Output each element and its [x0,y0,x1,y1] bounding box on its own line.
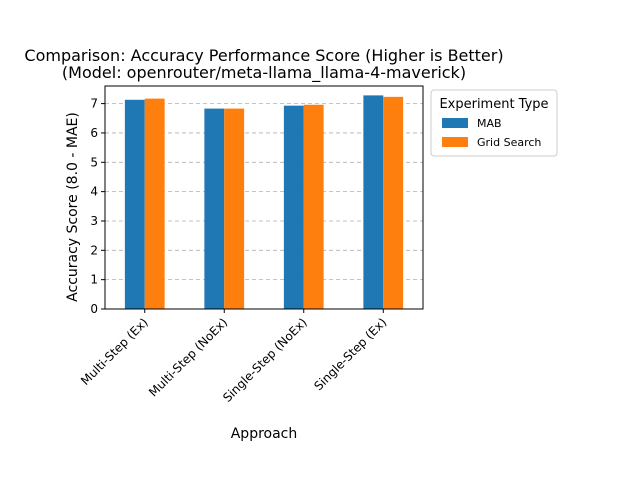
y-tick-label: 1 [90,273,98,287]
bar-grid-search [224,108,245,310]
y-tick-label: 2 [90,243,98,257]
legend: Experiment Type MAB Grid Search [430,89,558,157]
plot-frame [104,85,424,310]
bar-grid-search [144,98,165,310]
legend-label: MAB [477,117,502,130]
bar-grid-search [303,104,324,309]
bar-grid-search [383,96,404,309]
x-tick-label: Single-Step (NoEx) [220,315,310,405]
x-tick-label: Multi-Step (NoEx) [146,315,230,399]
x-axis-label: Approach [231,426,298,442]
bar-mab [204,108,225,310]
y-tick-label: 3 [90,214,98,228]
y-axis-ticks: 0 1 2 3 4 5 6 7 [90,97,105,316]
chart-subtitle: (Model: openrouter/meta-llama_llama-4-ma… [62,63,466,83]
y-axis-label: Accuracy Score (8.0 - MAE) [65,112,81,302]
bar-mab [283,105,304,309]
x-tick-label: Multi-Step (Ex) [78,315,151,388]
y-tick-label: 4 [90,185,98,199]
legend-title: Experiment Type [439,97,548,112]
chart-title: Comparison: Accuracy Performance Score (… [24,46,503,65]
y-tick-label: 5 [90,155,98,169]
y-tick-label: 6 [90,126,98,140]
bar-mab [363,95,384,310]
legend-swatch-mab [442,118,468,128]
y-tick-label: 7 [90,97,98,111]
bars-group [124,95,404,310]
legend-swatch-grid-search [442,137,468,147]
x-axis-ticks: Multi-Step (Ex)Multi-Step (NoEx)Single-S… [78,309,389,405]
legend-label: Grid Search [477,136,541,149]
x-tick-label: Single-Step (Ex) [311,315,389,393]
y-tick-label: 0 [90,302,98,316]
bar-mab [124,99,145,309]
